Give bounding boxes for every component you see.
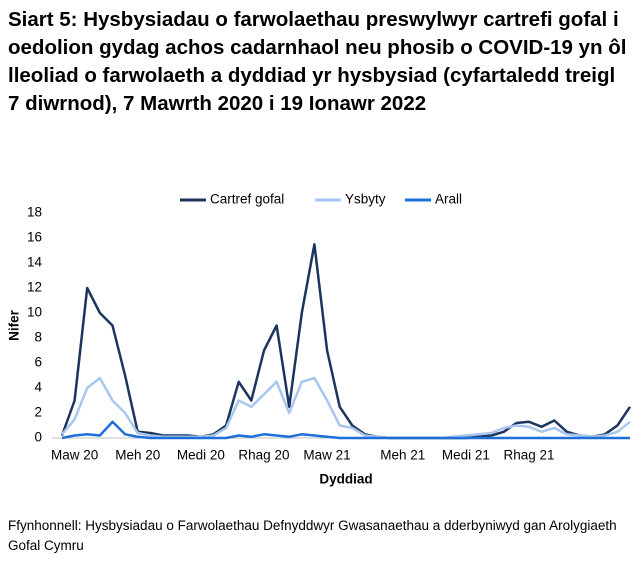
x-tick-label: Rhag 20	[238, 448, 289, 463]
legend-label: Cartref gofal	[210, 192, 284, 207]
x-tick-label: Meh 20	[115, 448, 160, 463]
x-tick-label: Meh 21	[380, 448, 425, 463]
series-line	[61, 376, 631, 440]
y-tick-label: 4	[34, 380, 42, 395]
y-tick-label: 12	[27, 280, 42, 295]
y-tick-label: 18	[27, 205, 42, 220]
x-tick-label: Medi 20	[177, 448, 225, 463]
x-axis-title: Dyddiad	[319, 472, 372, 487]
y-tick-label: 10	[27, 305, 42, 320]
y-tick-label: 6	[34, 355, 42, 370]
legend-label: Arall	[435, 192, 462, 207]
series-line	[60, 243, 632, 440]
x-tick-label: Maw 21	[303, 448, 350, 463]
y-tick-label: 16	[27, 230, 42, 245]
x-tick-label: Maw 20	[51, 448, 98, 463]
y-tick-label: 14	[27, 255, 43, 270]
y-tick-label: 2	[34, 405, 42, 420]
y-axis-title: Nifer	[7, 309, 22, 341]
x-tick-label: Medi 21	[442, 448, 490, 463]
source-note: Ffynhonnell: Hysbysiadau o Farwolaethau …	[8, 518, 617, 553]
y-tick-label: 0	[34, 430, 42, 445]
y-tick-label: 8	[34, 330, 42, 345]
chart-title: Siart 5: Hysbysiadau o farwolaethau pres…	[8, 8, 627, 115]
series-line	[61, 420, 630, 440]
x-tick-label: Rhag 21	[503, 448, 554, 463]
legend-label: Ysbyty	[345, 192, 386, 207]
